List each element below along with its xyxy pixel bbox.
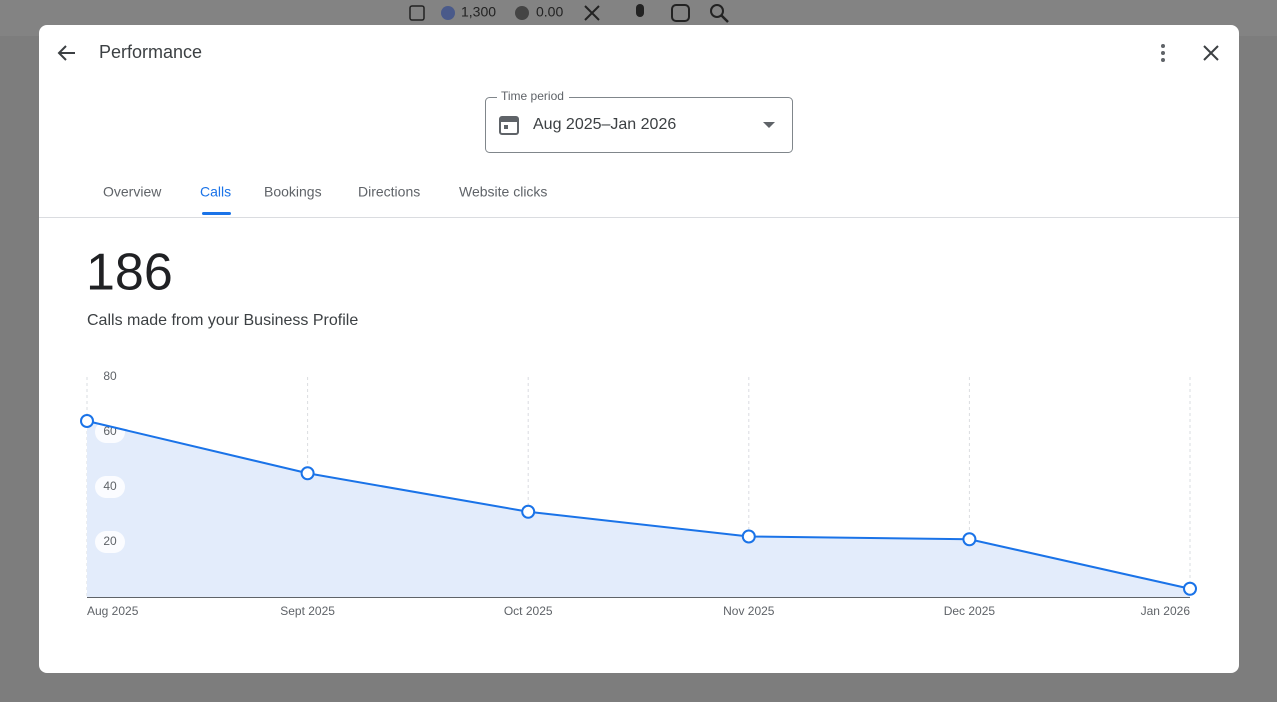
caption: Calls made from your Business Profile	[87, 312, 358, 329]
point	[80, 414, 94, 428]
calendar-icon	[499, 116, 519, 135]
search-icon[interactable]	[710, 4, 724, 18]
checkbox[interactable]	[409, 5, 425, 21]
x-tick-label: Aug 2025	[87, 604, 139, 618]
tabs: Overview Calls Bookings Directions Website c…	[103, 184, 547, 200]
y-tick-pill	[95, 421, 125, 443]
tab[interactable]: Overview	[103, 184, 162, 200]
time-period-label: Time period	[501, 89, 564, 103]
total-calls: 186	[86, 244, 173, 302]
y-tick-pill	[95, 476, 125, 498]
line	[86, 420, 1191, 590]
flag-icon	[441, 6, 455, 20]
back-button[interactable]	[57, 45, 75, 61]
points: 1,300	[461, 4, 496, 20]
point	[962, 532, 977, 547]
x-tick-label: Jan 2026	[1141, 604, 1191, 618]
lens-icon[interactable]	[671, 4, 690, 22]
time-period-value: Aug 2025–Jan 2026	[533, 116, 676, 133]
y-tick-label: 40	[103, 479, 117, 493]
tab[interactable]: Bookings	[264, 184, 322, 200]
y-tick-pill	[95, 366, 125, 388]
time-period-field[interactable]	[485, 97, 793, 153]
area	[87, 421, 1190, 597]
mic-icon[interactable]	[636, 4, 644, 17]
x-tick-label: Sept 2025	[280, 604, 335, 618]
x-tick-label: Oct 2025	[504, 604, 553, 618]
label-gap	[497, 92, 569, 102]
y-tick-label: 80	[103, 369, 117, 383]
active-tab-indicator	[202, 212, 231, 215]
tab[interactable]: Directions	[358, 184, 420, 200]
x-tick-label: Nov 2025	[723, 604, 775, 618]
point	[521, 504, 536, 519]
dialog-title: Performance	[99, 42, 202, 62]
tab[interactable]: Calls	[200, 184, 231, 200]
close-button[interactable]	[1203, 45, 1219, 61]
y-tick-label: 20	[103, 534, 117, 548]
point	[741, 529, 756, 544]
x-tick-label: Dec 2025	[944, 604, 996, 618]
balance: 0.00	[536, 4, 563, 20]
point	[300, 466, 315, 481]
point	[1183, 581, 1197, 596]
dollar-icon	[515, 6, 529, 20]
dropdown-arrow[interactable]	[763, 122, 775, 128]
y-tick-pill	[95, 531, 125, 553]
tab[interactable]: Website clicks	[459, 184, 547, 200]
search-icon-handle	[720, 14, 729, 23]
close-top[interactable]	[584, 5, 600, 21]
more-button[interactable]	[1161, 44, 1165, 62]
